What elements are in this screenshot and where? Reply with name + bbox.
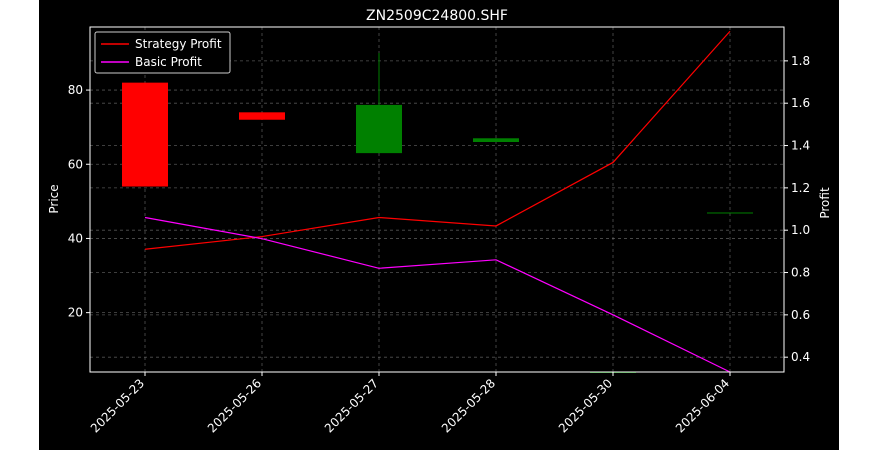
- axes: 2025-05-23 2025-05-26 2025-05-27 2025-05-28…: [68, 54, 810, 436]
- y-tick-label-right: 1.0: [791, 223, 810, 237]
- chart-title: ZN2509C24800.SHF: [366, 8, 508, 24]
- y-axis-label-right: Profit: [818, 187, 832, 219]
- y-tick-label-right: 0.6: [791, 308, 810, 322]
- y-tick-label-left: 60: [68, 157, 83, 171]
- y-tick-label-right: 0.4: [791, 350, 810, 364]
- candle-body: [122, 82, 168, 187]
- y-tick-label-right: 1.4: [791, 139, 810, 153]
- chart-figure: 2025-05-23 2025-05-26 2025-05-27 2025-05-28…: [39, 0, 839, 450]
- y-tick-label-left: 20: [68, 306, 83, 320]
- grid: [90, 27, 784, 372]
- chart-svg: 2025-05-23 2025-05-26 2025-05-27 2025-05-28…: [47, 8, 832, 436]
- y-tick-label-right: 1.8: [791, 54, 810, 68]
- plot-frame: [89, 26, 785, 373]
- y-axis-label-left: Price: [47, 184, 61, 213]
- y-tick-label-right: 1.6: [791, 96, 810, 110]
- x-tick-label: 2025-05-28: [439, 376, 498, 435]
- profit-line-strategy-profit: [144, 30, 731, 250]
- candle-body: [473, 138, 519, 142]
- x-tick-label: 2025-05-26: [205, 376, 264, 435]
- y-tick-label-left: 80: [68, 83, 83, 97]
- candle-body: [239, 112, 285, 120]
- legend-label-basic-profit: Basic Profit: [135, 55, 202, 69]
- x-tick-label: 2025-06-04: [673, 376, 732, 435]
- x-tick-label: 2025-05-30: [556, 376, 615, 435]
- y-tick-label-left: 40: [68, 231, 83, 245]
- candlesticks: [122, 52, 753, 373]
- candle-body: [356, 104, 402, 154]
- y-tick-label-right: 1.2: [791, 181, 810, 195]
- profit-line-basic-profit: [144, 216, 731, 373]
- legend: Strategy Profit Basic Profit: [94, 31, 231, 74]
- profit-lines: [144, 30, 731, 373]
- candle-body: [707, 212, 753, 214]
- x-tick-label: 2025-05-23: [88, 376, 147, 435]
- legend-label-strategy-profit: Strategy Profit: [135, 37, 222, 51]
- y-tick-label-right: 0.8: [791, 266, 810, 280]
- x-tick-label: 2025-05-27: [322, 376, 381, 435]
